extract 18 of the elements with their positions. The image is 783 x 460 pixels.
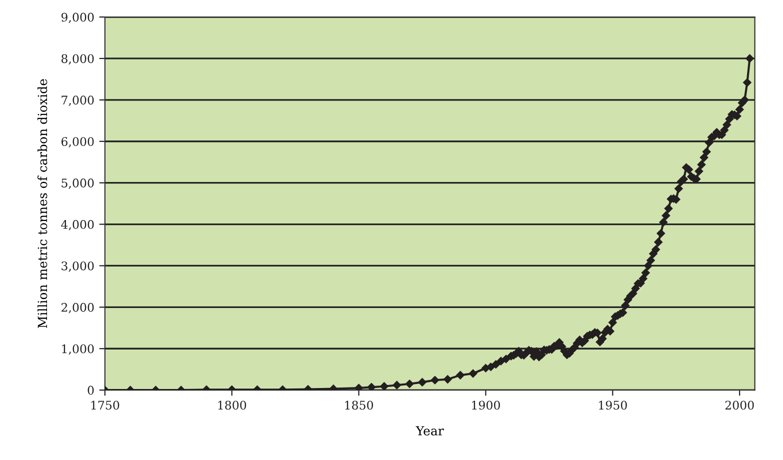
x-tick-label: 1950 — [599, 400, 627, 410]
y-tick-label: 1,000 — [62, 344, 94, 355]
y-tick-label: 7,000 — [62, 96, 94, 106]
x-tick-label: 1750 — [91, 400, 120, 410]
y-axis-title: Million metric tonnes of carbon dioxide — [38, 79, 48, 328]
y-tick-label: 4,000 — [61, 220, 94, 230]
y-tick-label: 6,000 — [62, 137, 94, 148]
x-tick-label: 1800 — [218, 400, 246, 410]
x-tick-label: 2000 — [725, 400, 754, 410]
x-tick-label: 1850 — [345, 400, 374, 410]
y-tick-label: 0 — [88, 386, 94, 395]
x-tick-label: 1900 — [472, 400, 500, 410]
y-tick-label: 8,000 — [62, 54, 94, 65]
y-tick-label: 3,000 — [62, 261, 94, 272]
y-tick-label: 9,000 — [61, 12, 94, 24]
y-tick-label: 5,000 — [62, 178, 94, 189]
x-axis-title: Year — [416, 426, 444, 436]
y-tick-label: 2,000 — [62, 302, 94, 314]
